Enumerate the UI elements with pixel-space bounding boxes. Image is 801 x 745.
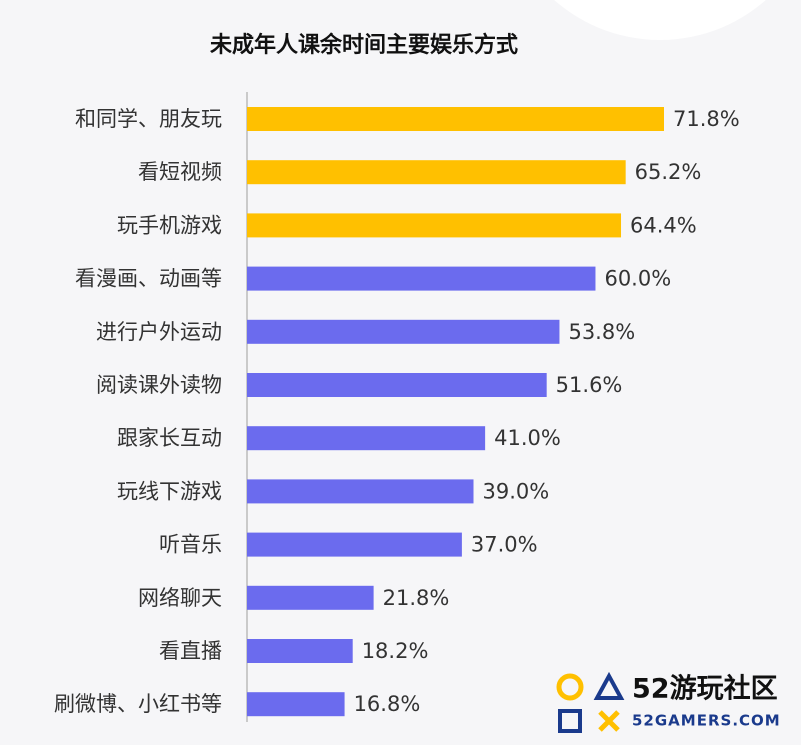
bar bbox=[247, 479, 474, 504]
chart-title: 未成年人课余时间主要娱乐方式 bbox=[210, 32, 518, 58]
bar bbox=[247, 266, 596, 291]
watermark-site: 52GAMERS.COM bbox=[632, 712, 781, 730]
value-label: 16.8% bbox=[354, 692, 421, 716]
category-label: 和同学、朋友玩 bbox=[75, 107, 222, 131]
category-label: 看漫画、动画等 bbox=[75, 267, 222, 291]
value-label: 71.8% bbox=[673, 107, 740, 131]
value-label: 37.0% bbox=[471, 533, 538, 557]
bar bbox=[247, 319, 560, 344]
logo-circle bbox=[556, 673, 584, 701]
bar bbox=[247, 373, 547, 397]
watermark-name: 52游玩社区 bbox=[632, 673, 778, 705]
bar bbox=[247, 160, 626, 185]
bar bbox=[247, 639, 353, 663]
logo-cross bbox=[598, 710, 620, 732]
category-label: 玩手机游戏 bbox=[117, 213, 222, 237]
value-label: 39.0% bbox=[483, 479, 550, 503]
category-label: 看短视频 bbox=[138, 160, 222, 184]
category-label: 听音乐 bbox=[159, 533, 222, 557]
category-label: 网络聊天 bbox=[138, 586, 222, 610]
category-label: 刷微博、小红书等 bbox=[54, 692, 222, 716]
category-label: 阅读课外读物 bbox=[96, 373, 222, 397]
decor-circle bbox=[554, 0, 766, 40]
value-label: 18.2% bbox=[362, 639, 429, 663]
category-label: 玩线下游戏 bbox=[117, 479, 222, 503]
bar bbox=[247, 692, 345, 717]
value-label: 64.4% bbox=[630, 213, 697, 237]
value-label: 21.8% bbox=[383, 586, 450, 610]
bar bbox=[247, 532, 462, 557]
category-label: 看直播 bbox=[159, 639, 222, 663]
watermark: 52游玩社区 52GAMERS.COM bbox=[556, 671, 781, 733]
value-label: 41.0% bbox=[494, 426, 561, 450]
bar bbox=[247, 426, 486, 451]
logo-square bbox=[558, 709, 582, 733]
category-label: 进行户外运动 bbox=[96, 320, 222, 344]
value-label: 53.8% bbox=[568, 320, 635, 344]
bar bbox=[247, 107, 664, 131]
category-label: 跟家长互动 bbox=[117, 426, 222, 450]
bar bbox=[247, 585, 374, 610]
value-label: 51.6% bbox=[556, 373, 623, 397]
value-label: 60.0% bbox=[604, 267, 671, 291]
bar bbox=[247, 213, 622, 238]
logo-triangle bbox=[593, 671, 625, 700]
value-label: 65.2% bbox=[635, 160, 702, 184]
